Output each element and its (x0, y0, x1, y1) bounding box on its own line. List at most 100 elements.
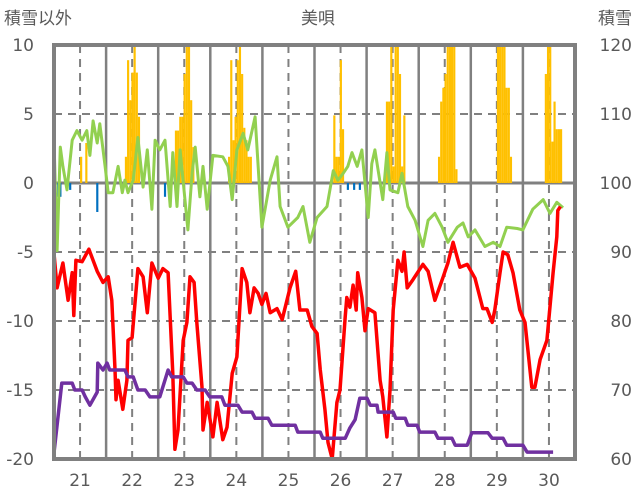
snowfall-bar (85, 142, 88, 183)
snowfall-bar (549, 46, 552, 183)
left-y-tick-label: -5 (17, 243, 34, 263)
snowfall-bar (403, 115, 406, 183)
right-y-tick-label: 100 (600, 174, 632, 194)
snowfall-bar (190, 100, 193, 183)
negative-bar (353, 183, 356, 190)
snowfall-bar (546, 46, 550, 183)
snowfall-bar (185, 46, 188, 183)
snowfall-bar (230, 60, 233, 183)
green-series-line (52, 115, 564, 253)
snowfall-bar (245, 140, 248, 183)
snowfall-bar (398, 73, 402, 183)
snowfall-bar (232, 140, 235, 183)
snowfall-bar (341, 129, 345, 183)
left-axis-title: 積雪以外 (4, 9, 72, 29)
right-y-tick-label: 80 (610, 312, 632, 332)
snowfall-bar (80, 156, 83, 183)
snowfall-bar (243, 127, 246, 183)
snowfall-bar (174, 130, 178, 183)
snowfall-bar (442, 87, 445, 183)
x-ticks: 21 22 23 24 25 26 27 28 29 30 (69, 471, 560, 491)
right-y-tick-label: 70 (610, 381, 632, 401)
snowfall-bar (553, 101, 556, 183)
snowfall-bar (455, 169, 458, 183)
snowfall-bar (440, 101, 443, 183)
snowfall-bar (496, 46, 500, 183)
snowfall-bar (131, 72, 134, 183)
snowfall-bar (544, 73, 547, 183)
purple-series-line (52, 361, 554, 454)
snowfall-bar (335, 156, 338, 183)
x-tick-label: 23 (173, 471, 195, 491)
snowfall-bar (181, 116, 184, 183)
x-tick-label: 24 (226, 471, 248, 491)
snowfall-bar (236, 60, 239, 183)
snowfall-bar (448, 46, 452, 183)
snowfall-bar (555, 129, 558, 183)
snowfall-bar (509, 156, 513, 183)
left-y-tick-label: -10 (6, 312, 34, 332)
left-y-tick-label: 5 (23, 105, 34, 125)
right-y-tick-label: 110 (600, 105, 632, 125)
snowfall-bar (390, 46, 393, 183)
snowfall-bar (392, 166, 395, 183)
left-y-tick-label: -15 (6, 381, 34, 401)
snowfall-bar (437, 156, 441, 183)
snowfall-bar (499, 46, 502, 183)
snowfall-bar (559, 129, 563, 183)
snowfall-bar (187, 46, 191, 183)
snowfall-bar (135, 72, 138, 183)
left-y-tick-label: 10 (12, 36, 34, 56)
right-y-tick-label: 120 (600, 36, 632, 56)
snowfall-bar (247, 156, 250, 183)
snowfall-bar (396, 46, 399, 183)
snowfall-bar (446, 46, 449, 183)
red-series-line (52, 205, 562, 461)
snowfall-bar (388, 101, 391, 183)
x-tick-label: 27 (382, 471, 404, 491)
left-y-ticks: 10 5 0 -5 -10 -15 -20 (6, 36, 34, 470)
snowfall-bar (385, 101, 389, 183)
snowfall-bar (394, 46, 397, 183)
negative-bar (163, 183, 167, 197)
gridlines (54, 45, 575, 459)
snowfall-bar (333, 115, 336, 183)
snowfall-bar (129, 100, 132, 183)
snowfall-bar (133, 46, 136, 183)
left-y-tick-label: -20 (6, 450, 34, 470)
snowfall-bar (127, 60, 130, 183)
snowfall-bar (238, 46, 242, 183)
x-tick-label: 29 (486, 471, 508, 491)
bars (57, 46, 563, 212)
snowfall-bar (557, 129, 560, 183)
right-y-tick-label: 90 (610, 243, 632, 263)
x-tick-label: 21 (69, 471, 91, 491)
right-y-ticks: 120 110 100 90 80 70 60 (600, 36, 632, 470)
snowfall-bar (451, 46, 454, 183)
right-axis-title: 積雪 (598, 9, 632, 29)
plot-border (52, 43, 577, 461)
snowfall-bar (503, 46, 506, 183)
negative-bar (69, 183, 72, 190)
snowfall-bar (339, 60, 342, 183)
left-y-tick-label: 0 (23, 174, 34, 194)
snowfall-bar (444, 73, 447, 183)
x-tick-label: 22 (121, 471, 143, 491)
snowfall-bar (177, 130, 180, 183)
snowfall-bar (249, 156, 252, 183)
x-tick-label: 25 (278, 471, 300, 491)
snowfall-bar (551, 141, 554, 183)
x-tick-label: 28 (434, 471, 456, 491)
snowfall-bar (183, 73, 186, 183)
negative-bar (346, 183, 349, 190)
chart-title: 美唄 (301, 9, 335, 29)
right-y-tick-label: 60 (610, 450, 632, 470)
snowfall-bar (124, 156, 128, 183)
negative-bar (96, 183, 99, 212)
snowfall-bar (337, 156, 340, 183)
negative-bar (358, 183, 361, 190)
snowfall-bar (507, 87, 510, 183)
series-lines (52, 115, 564, 461)
snowfall-bar (505, 87, 508, 183)
